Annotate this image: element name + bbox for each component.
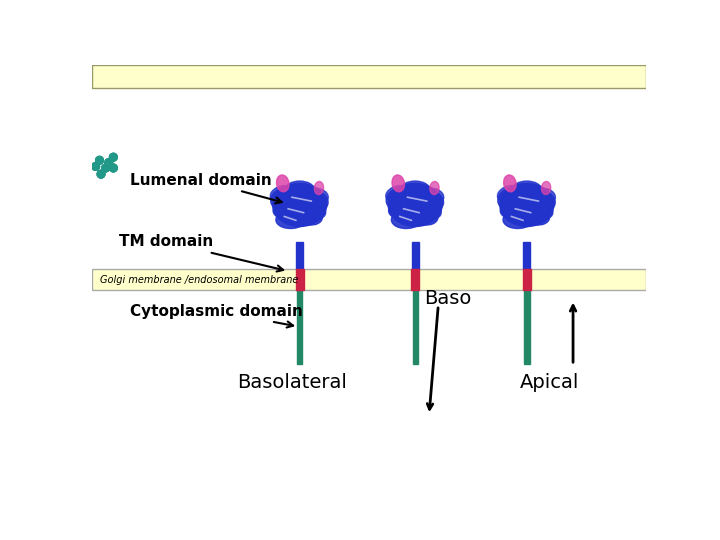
Ellipse shape [271,187,301,211]
Bar [296,269,304,291]
Circle shape [105,159,112,166]
Ellipse shape [425,188,444,203]
Ellipse shape [310,188,328,203]
Bar [413,291,418,363]
Bar [412,242,418,269]
Bar [92,269,647,291]
Circle shape [92,163,99,170]
Ellipse shape [500,184,554,226]
Ellipse shape [411,208,438,225]
Circle shape [109,153,117,161]
Circle shape [82,153,89,161]
Ellipse shape [531,203,553,219]
Text: Apical: Apical [521,373,580,392]
Circle shape [102,164,109,172]
Circle shape [92,163,99,170]
Circle shape [96,157,104,164]
Ellipse shape [299,190,328,212]
Circle shape [82,153,89,161]
Ellipse shape [498,187,528,211]
Circle shape [97,170,105,178]
Circle shape [82,153,89,161]
Bar [523,269,531,291]
Circle shape [102,164,109,172]
Bar [296,242,303,269]
Bar [411,269,419,291]
Circle shape [73,168,80,177]
Ellipse shape [270,186,291,201]
Circle shape [109,164,117,172]
Circle shape [97,170,105,178]
Circle shape [96,157,104,164]
Circle shape [74,157,82,164]
Ellipse shape [305,203,325,219]
Circle shape [71,148,78,157]
Ellipse shape [386,186,406,201]
Ellipse shape [392,175,405,192]
Ellipse shape [498,186,518,201]
Circle shape [78,159,86,166]
Bar [524,291,529,363]
Ellipse shape [386,187,416,211]
Circle shape [74,157,82,164]
Ellipse shape [504,175,516,192]
Circle shape [66,161,74,169]
Circle shape [74,157,82,164]
Circle shape [66,161,74,169]
Text: Lumenal domain: Lumenal domain [130,173,282,204]
Bar [92,65,647,88]
Ellipse shape [285,181,315,198]
Circle shape [78,159,86,166]
Ellipse shape [523,208,549,225]
Ellipse shape [276,209,308,228]
Bar [523,242,531,269]
Ellipse shape [389,200,411,218]
Circle shape [73,168,80,177]
Text: TM domain: TM domain [119,234,283,272]
Circle shape [109,153,117,161]
Circle shape [92,163,99,170]
Circle shape [96,157,104,164]
Circle shape [105,159,112,166]
Bar [297,291,302,363]
Ellipse shape [315,181,323,194]
Circle shape [71,148,78,157]
Ellipse shape [420,203,441,219]
Ellipse shape [273,184,327,226]
Ellipse shape [415,190,444,212]
Circle shape [73,168,80,177]
Circle shape [66,161,74,169]
Text: Baso: Baso [425,288,472,307]
Ellipse shape [276,175,289,192]
Circle shape [102,164,109,172]
Circle shape [109,164,117,172]
Circle shape [65,153,73,160]
Circle shape [109,153,117,161]
Ellipse shape [541,181,551,194]
Ellipse shape [400,181,430,198]
Circle shape [78,159,86,166]
Ellipse shape [430,181,439,194]
Ellipse shape [500,200,523,218]
Ellipse shape [392,209,423,228]
Circle shape [109,164,117,172]
Ellipse shape [388,184,442,226]
Text: Golgi membrane /endosomal membrane: Golgi membrane /endosomal membrane [99,275,298,285]
Circle shape [97,170,105,178]
Ellipse shape [273,200,295,218]
Circle shape [65,153,73,160]
Circle shape [65,153,73,160]
Text: Cytoplasmic domain: Cytoplasmic domain [130,303,303,328]
Ellipse shape [512,181,541,198]
Circle shape [105,159,112,166]
Text: Basolateral: Basolateral [237,373,347,392]
Ellipse shape [295,208,323,225]
Circle shape [71,148,78,157]
Ellipse shape [536,188,555,203]
Ellipse shape [526,190,555,212]
Ellipse shape [503,209,535,228]
